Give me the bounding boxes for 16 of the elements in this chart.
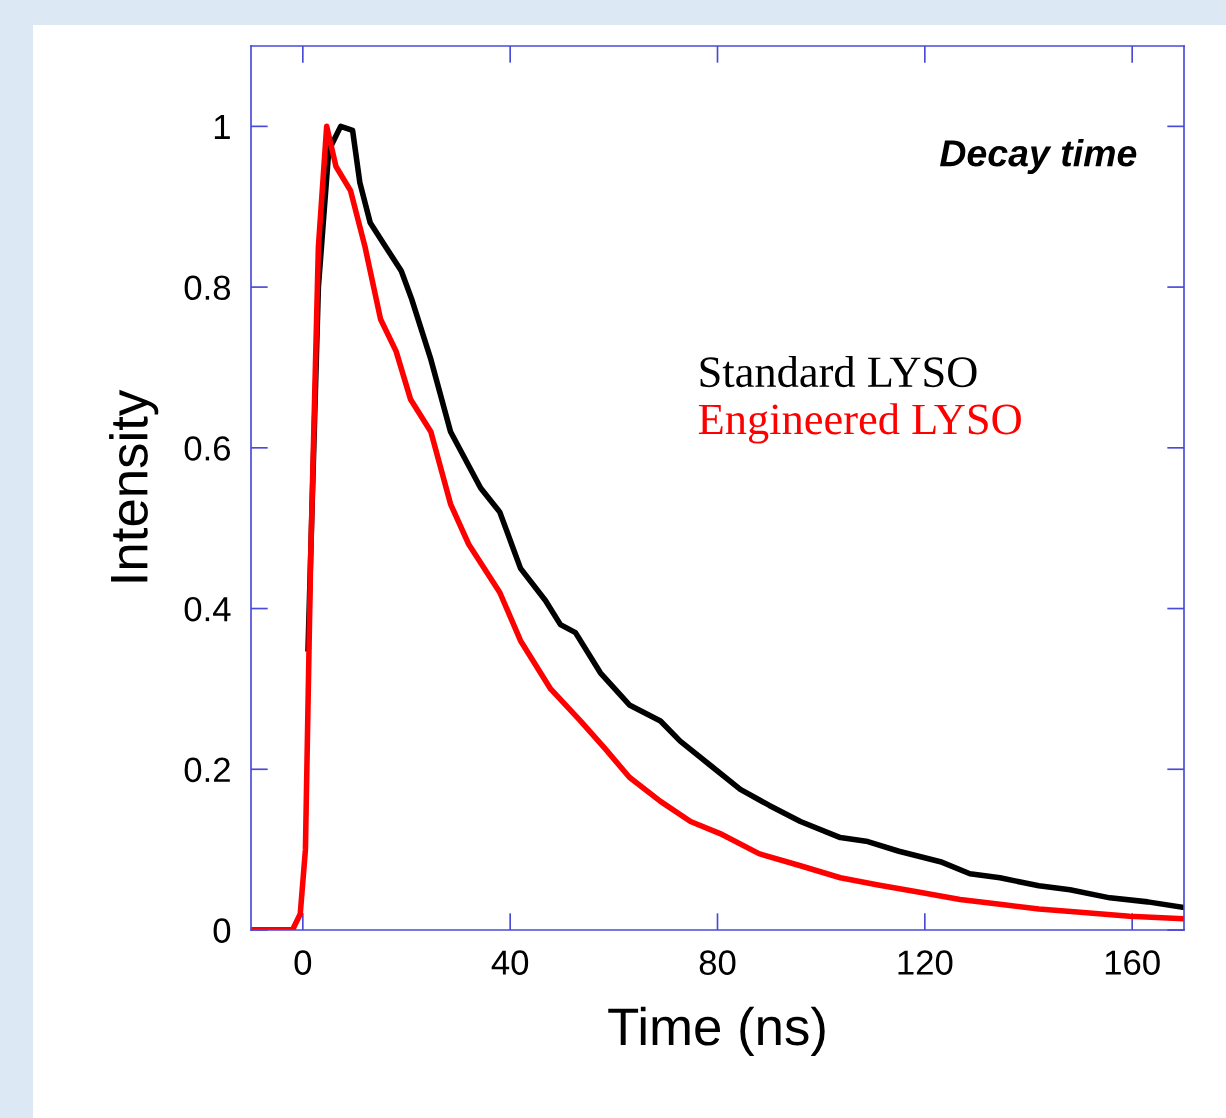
x-axis-title: Time (ns) [608,1006,825,1056]
y-tick-label: 0 [213,918,231,943]
y-tick-label: 0.6 [184,436,231,461]
x-tick-label: 160 [1105,950,1160,975]
x-tick-label: 40 [491,950,529,975]
annotation: Decay time [939,139,1137,174]
y-tick-label: 0.2 [184,757,230,783]
text: Standard LYSO [700,355,977,388]
y-tick-label: 1 [214,115,230,139]
y-axis-title: Intensity [109,389,159,582]
y-tick-label: 0.4 [184,596,231,622]
x-tick-label: 0 [294,950,312,975]
text: Engineered LYSO [698,403,1021,444]
y-tick-label: 0.8 [184,275,231,301]
x-tick-label: 120 [898,950,953,975]
x-tick-label: 80 [699,950,736,975]
